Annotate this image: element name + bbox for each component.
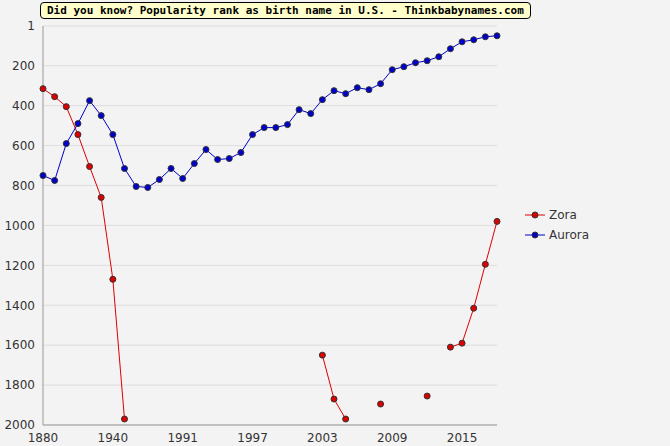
svg-text:1: 1 [27,19,35,33]
svg-text:1000: 1000 [4,219,35,233]
svg-text:1800: 1800 [4,378,35,392]
svg-text:1400: 1400 [4,299,35,313]
svg-text:1600: 1600 [4,338,35,352]
svg-text:1991: 1991 [167,431,198,445]
html-text:Zora: Zora [549,208,577,222]
svg-text:800: 800 [12,179,35,193]
svg-text:400: 400 [12,99,35,113]
svg-text:1200: 1200 [4,259,35,273]
html-text:Aurora: Aurora [549,228,590,242]
svg-text:1880: 1880 [28,431,59,445]
svg-text:600: 600 [12,139,35,153]
svg-text:200: 200 [12,59,35,73]
svg-text:2000: 2000 [4,418,35,432]
svg-text:2003: 2003 [307,431,338,445]
html-text:Did you know? Popularity rank: Did you know? Popularity rank as birth n… [47,4,524,17]
svg-text:1997: 1997 [237,431,268,445]
svg-text:2015: 2015 [447,431,478,445]
svg-text:2009: 2009 [377,431,408,445]
svg-text:1940: 1940 [98,431,129,445]
